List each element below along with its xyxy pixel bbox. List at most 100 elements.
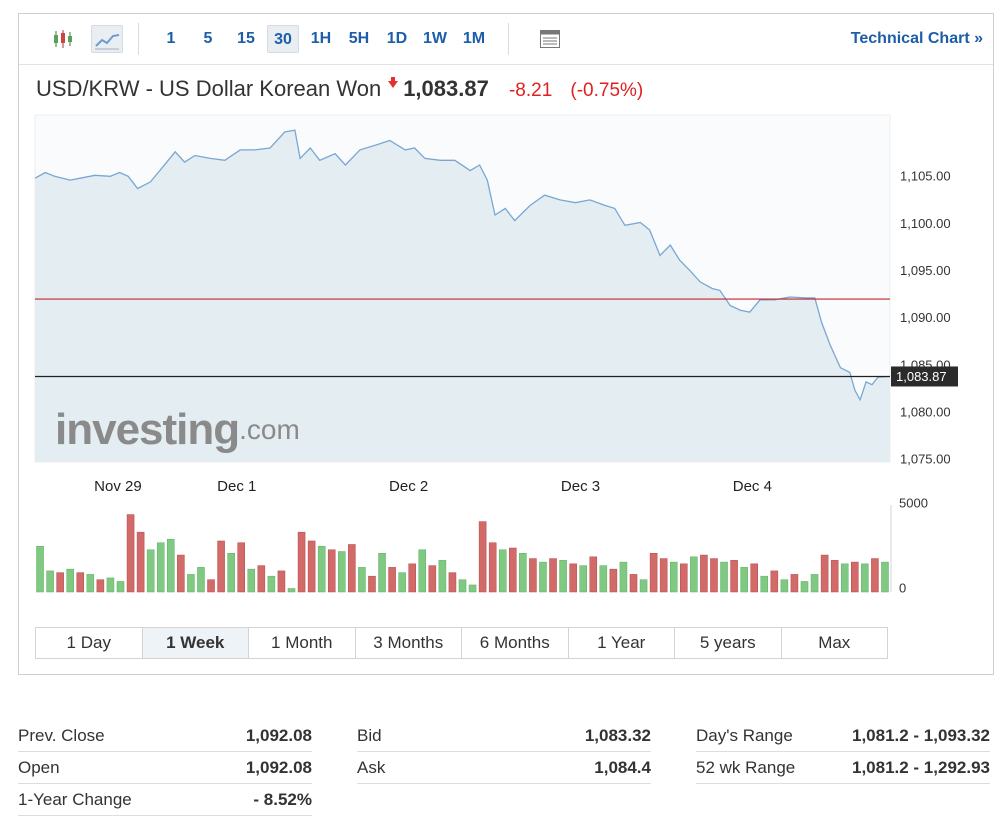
volume-bar [680, 563, 688, 593]
volume-bar [207, 579, 215, 593]
volume-bar [66, 568, 74, 593]
x-tick-label: Nov 29 [94, 478, 142, 495]
volume-bar [56, 572, 64, 593]
range-button[interactable]: 1 Month [249, 628, 356, 658]
interval-button[interactable]: 30 [267, 25, 299, 53]
volume-bar [156, 542, 165, 593]
volume-bar [287, 588, 296, 593]
stat-value: 1,092.08 [245, 725, 312, 745]
y-tick-label: 1,090.00 [900, 310, 951, 325]
volume-bar [187, 574, 195, 593]
volume-bar [498, 549, 507, 593]
volume-bar [277, 570, 286, 593]
interval-button[interactable]: 1W [423, 30, 447, 47]
x-tick-label: Dec 4 [733, 478, 772, 495]
stat-label: Open [18, 757, 60, 777]
link-arrow[interactable]: » [974, 30, 983, 47]
table-icon[interactable] [539, 28, 561, 50]
volume-bar [136, 531, 145, 593]
volume-bar [861, 563, 869, 593]
volume-bar [348, 544, 356, 593]
volume-bar [297, 531, 306, 593]
volume-bar [669, 561, 678, 593]
volume-bar [730, 560, 738, 593]
volume-bar [830, 560, 839, 593]
volume-bar [167, 538, 175, 593]
stat-label: Prev. Close [18, 725, 105, 745]
separator [508, 23, 509, 55]
stats-row: 52 wk Range 1,081.2 - 1,292.93 [696, 752, 990, 784]
stats-row: 1-Year Change - 8.52% [18, 784, 312, 816]
volume-bar [448, 572, 457, 593]
technical-chart-link[interactable]: Technical Chart » [851, 25, 983, 53]
volume-bar [458, 579, 467, 593]
volume-bar [599, 565, 608, 593]
interval-button[interactable]: 5 [203, 30, 213, 47]
range-button[interactable]: 3 Months [356, 628, 462, 658]
volume-bar [358, 567, 366, 593]
volume-bar [800, 581, 809, 593]
price-label: 1,083.87 [896, 369, 947, 384]
range-button[interactable]: 1 Day [36, 628, 143, 658]
interval-button[interactable]: 1D [386, 30, 408, 47]
volume-bar [146, 549, 155, 593]
icon-part [54, 35, 58, 43]
stat-value: 1,081.2 - 1,093.32 [851, 725, 990, 745]
candlestick-icon[interactable] [52, 28, 74, 50]
volume-bar [46, 570, 54, 593]
line-icon [95, 33, 120, 50]
volume-bar [368, 575, 376, 593]
volume-bar [690, 556, 698, 593]
volume-bar [418, 549, 427, 593]
stat-value: - 8.52% [253, 789, 312, 809]
quote-header: USD/KRW - US Dollar Korean Won 1,083.87 -… [36, 76, 649, 102]
volume-bar [468, 584, 477, 593]
volume-bar [871, 558, 879, 593]
x-tick-label: Dec 3 [561, 478, 600, 495]
range-button[interactable]: 1 Year [569, 628, 675, 658]
range-selector: 1 Day 1 Week 1 Month 3 Months 6 Months 1 Year… [35, 627, 888, 659]
volume-bar [408, 563, 416, 593]
interval-button[interactable]: 15 [237, 30, 255, 47]
volume-bar [710, 558, 718, 593]
stat-label: Ask [357, 757, 386, 777]
volume-bar [438, 560, 447, 593]
volume-bar [539, 561, 547, 593]
volume-bar [840, 563, 849, 593]
volume-bar [770, 570, 779, 593]
range-button[interactable]: 1 Week [142, 628, 249, 658]
watermark-domain: .com [239, 414, 300, 445]
interval-button[interactable]: 1 [166, 30, 176, 47]
stat-label: Bid [357, 725, 382, 745]
volume-bar [559, 560, 567, 593]
volume-bar [810, 574, 819, 593]
stats-row: Prev. Close 1,092.08 [18, 720, 312, 752]
price-line [34, 129, 891, 402]
volume-bar [307, 540, 316, 593]
range-button[interactable]: Max [818, 633, 851, 652]
line-chart-button[interactable] [91, 25, 123, 53]
link-text[interactable]: Technical Chart [850, 30, 970, 47]
volume-bar [609, 568, 618, 593]
stats-row: Open 1,092.08 [18, 752, 312, 784]
volume-bar [579, 565, 587, 593]
price-change: -8.21 [508, 80, 553, 101]
stat-label: 1-Year Change [18, 789, 132, 809]
interval-button[interactable]: 1M [462, 30, 486, 47]
interval-button[interactable]: 5H [348, 30, 370, 47]
price-label-box [891, 366, 958, 387]
interval-button[interactable]: 1H [310, 30, 332, 47]
down-arrow [388, 77, 399, 88]
last-price: 1,083.87 [403, 76, 489, 101]
y-tick-label: 1,105.00 [900, 169, 951, 184]
range-button[interactable]: 6 Months [462, 628, 569, 658]
x-tick-label: Dec 1 [217, 478, 256, 495]
volume-bar [519, 553, 527, 593]
volume-bar [740, 567, 748, 593]
range-button[interactable]: 5 years [675, 628, 782, 658]
stats-column: Day's Range 1,081.2 - 1,093.32 52 wk Range… [696, 720, 990, 784]
volume-tick-label: 5000 [899, 495, 928, 510]
volume-bar [197, 567, 205, 593]
toolbar: Technical Chart » 1 5 15 30 1H 5H 1D 1W 1M [19, 14, 993, 65]
